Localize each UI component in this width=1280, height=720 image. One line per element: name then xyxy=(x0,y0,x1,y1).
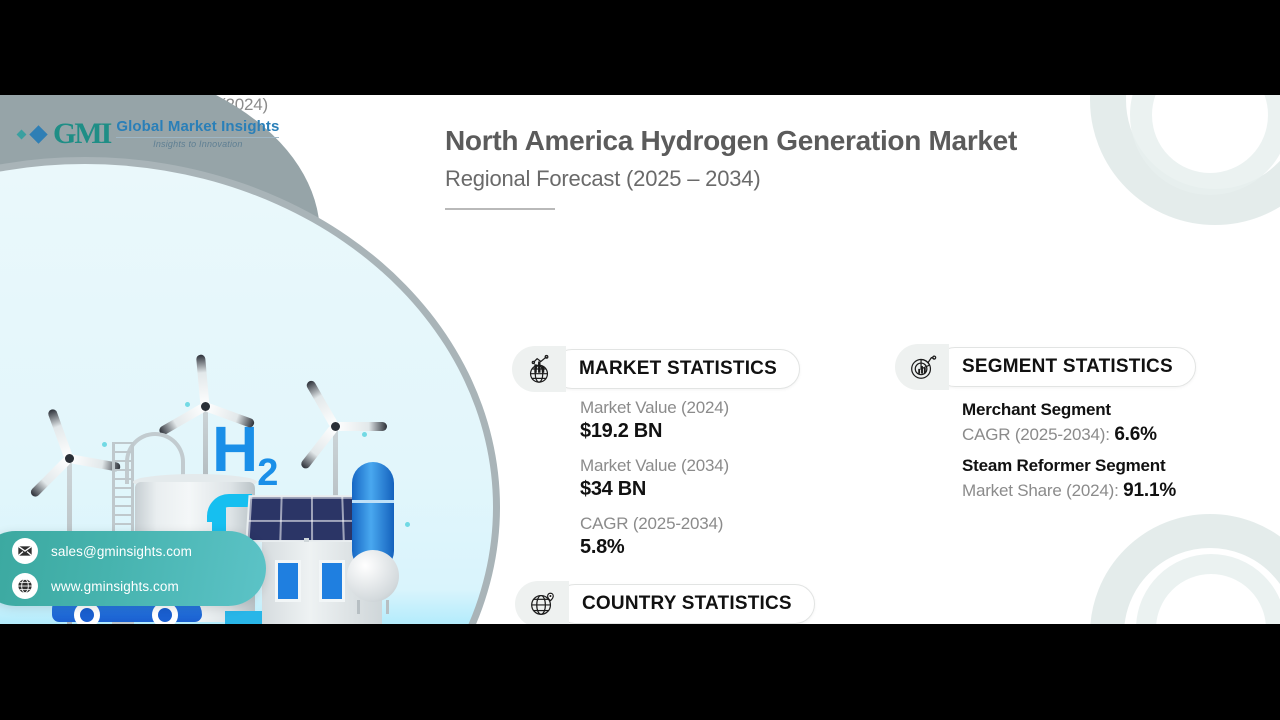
segment-statistics-badge[interactable]: SEGMENT STATISTICS xyxy=(895,344,1196,390)
segment-name: Merchant Segment xyxy=(962,400,1111,419)
pie-chart-bars-icon xyxy=(895,344,949,390)
stat-label: Market Value (2034) xyxy=(580,456,729,475)
contact-email-text: sales@gminsights.com xyxy=(51,543,193,559)
title-block: North America Hydrogen Generation Market… xyxy=(445,125,1145,211)
building-window-left xyxy=(275,560,301,602)
logo-monogram: GMI xyxy=(53,117,112,150)
globe-pin-icon xyxy=(515,581,569,624)
logo-divider xyxy=(116,136,280,138)
gas-sphere-tank xyxy=(347,550,399,602)
contact-pill: sales@gminsights.com www.gminsights.com xyxy=(0,531,266,606)
logo-diamond-small xyxy=(16,129,27,139)
gmi-logo[interactable]: GMI Global Market Insights Insights to I… xyxy=(16,117,280,150)
segment-metric-label: CAGR (2025-2034): xyxy=(962,425,1115,444)
gas-sphere-legs xyxy=(357,600,389,614)
hydrogen-cylinder-band xyxy=(352,500,394,503)
logo-tagline: Insights to Innovation xyxy=(153,138,243,149)
market-statistics-label: MARKET STATISTICS xyxy=(552,349,800,389)
illustration-panel: H2 xyxy=(0,95,530,624)
country-statistics-badge[interactable]: COUNTRY STATISTICS xyxy=(515,581,815,624)
decorative-ring-bottom-inner xyxy=(1136,554,1280,624)
stat-value: $34 BN xyxy=(580,478,647,500)
segment-name: Steam Reformer Segment xyxy=(962,456,1166,475)
segment-metric-label: Market Share (2024): xyxy=(962,481,1124,500)
infographic-canvas: H2 xyxy=(0,95,1280,624)
market-statistics-badge[interactable]: MARKET STATISTICS xyxy=(512,346,800,392)
globe-icon xyxy=(12,573,38,599)
page-title: North America Hydrogen Generation Market xyxy=(445,125,1017,156)
segment-metric-row: CAGR (2025-2034): 6.6% xyxy=(962,424,1176,446)
page-subtitle: Regional Forecast (2025 – 2034) xyxy=(445,166,761,192)
contact-website-row[interactable]: www.gminsights.com xyxy=(12,573,266,599)
segment-statistics-label: SEGMENT STATISTICS xyxy=(935,347,1196,387)
segment-metric-value: 6.6% xyxy=(1114,424,1157,445)
segment-row: Merchant Segment CAGR (2025-2034): 6.6% xyxy=(962,400,1176,446)
logo-company-name: Global Market Insights xyxy=(116,118,280,136)
stat-row: Market Value (2024) $19.2 BN xyxy=(580,398,729,443)
segment-statistics-list: Merchant Segment CAGR (2025-2034): 6.6% … xyxy=(962,400,1176,502)
stat-value: 5.8% xyxy=(580,536,625,558)
globe-bar-chart-icon xyxy=(512,346,566,392)
logo-diamond xyxy=(29,124,48,144)
market-statistics-list: Market Value (2024) $19.2 BN Market Valu… xyxy=(580,398,729,559)
stat-value: $19.2 BN xyxy=(580,420,663,442)
segment-row: Steam Reformer Segment Market Share (202… xyxy=(962,456,1176,502)
contact-email-row[interactable]: sales@gminsights.com xyxy=(12,538,266,564)
stat-label: CAGR (2025-2034) xyxy=(580,514,724,533)
decorative-ring-bottom-outer xyxy=(1090,514,1280,624)
segment-metric-row: Market Share (2024): 91.1% xyxy=(962,480,1176,502)
country-statistics-label: COUNTRY STATISTICS xyxy=(555,584,815,624)
stat-row: Market Value (2034) $34 BN xyxy=(580,456,729,501)
building-window-right xyxy=(319,560,345,602)
segment-metric-value: 91.1% xyxy=(1123,480,1177,501)
envelope-icon xyxy=(12,538,38,564)
stat-row: CAGR (2025-2034) 5.8% xyxy=(580,514,729,559)
contact-website-text: www.gminsights.com xyxy=(51,578,179,594)
title-underline xyxy=(445,208,555,211)
stat-label: Market Value (2024) xyxy=(580,398,729,417)
